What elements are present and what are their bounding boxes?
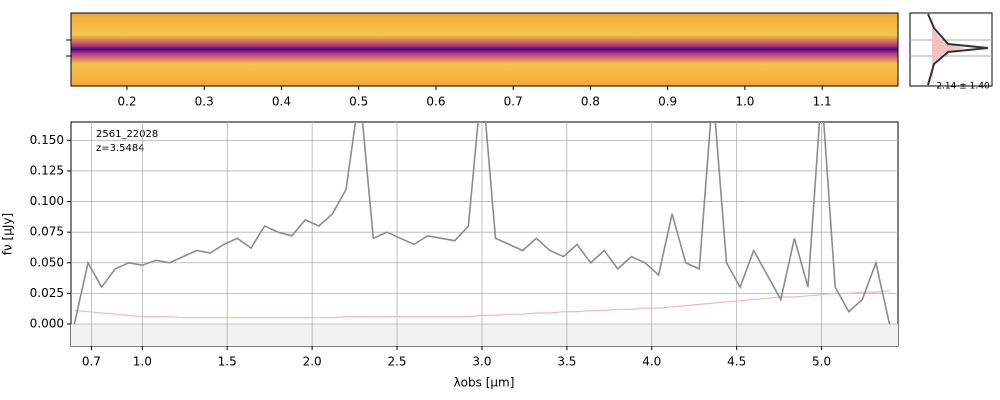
plot-area: [71, 122, 898, 346]
x-tick-label: 2.5: [387, 355, 406, 369]
top-x-tick-label: 0.4: [272, 95, 291, 109]
x-tick-label: 3.5: [557, 355, 576, 369]
spectrum-2d: [70, 12, 899, 87]
y-tick-label: 0.125: [30, 163, 64, 177]
top-x-tick-label: 0.6: [426, 95, 445, 109]
below-zero-band: [71, 323, 898, 346]
profile-fill: [932, 14, 965, 85]
top-x-tick-label: 1.1: [813, 95, 832, 109]
top-x-tick-label: 1.0: [735, 95, 754, 109]
top-x-tick-label: 0.2: [117, 95, 136, 109]
x-tick-label: 2.0: [303, 355, 322, 369]
top-x-tick-label: 0.8: [581, 95, 600, 109]
x-tick-label: 1.5: [218, 355, 237, 369]
top-x-tick-label: 0.9: [658, 95, 677, 109]
y-tick-label: 0.100: [30, 194, 64, 208]
y-axis-label: fν [μJy]: [1, 213, 15, 255]
x-tick-label: 1.0: [133, 355, 152, 369]
top-x-tick-label: 0.7: [504, 95, 523, 109]
plot-frame: [70, 121, 899, 347]
x-tick-label: 0.7: [82, 355, 101, 369]
y-tick-label: 0.075: [30, 225, 64, 239]
x-tick-label: 3.0: [472, 355, 491, 369]
object-id: 2561_22028: [96, 129, 158, 140]
y-tick-label: 0.025: [30, 286, 64, 300]
y-tick-label: 0.050: [30, 255, 64, 269]
y-tick-label: 0.000: [30, 316, 64, 330]
x-tick-label: 4.0: [642, 355, 661, 369]
y-tick-label: 0.150: [30, 133, 64, 147]
top-x-tick-label: 0.3: [195, 95, 214, 109]
x-axis-label: λobs [μm]: [454, 376, 515, 390]
profile-line: [927, 13, 989, 86]
x-tick-label: 5.0: [812, 355, 831, 369]
series-line: [74, 290, 890, 319]
redshift-label: z=3.5484: [96, 143, 145, 154]
profile-label: 2.14 ± 1.40: [936, 82, 990, 92]
top-x-tick-label: 0.5: [349, 95, 368, 109]
x-tick-label: 4.5: [727, 355, 746, 369]
series-line: [73, 122, 891, 325]
